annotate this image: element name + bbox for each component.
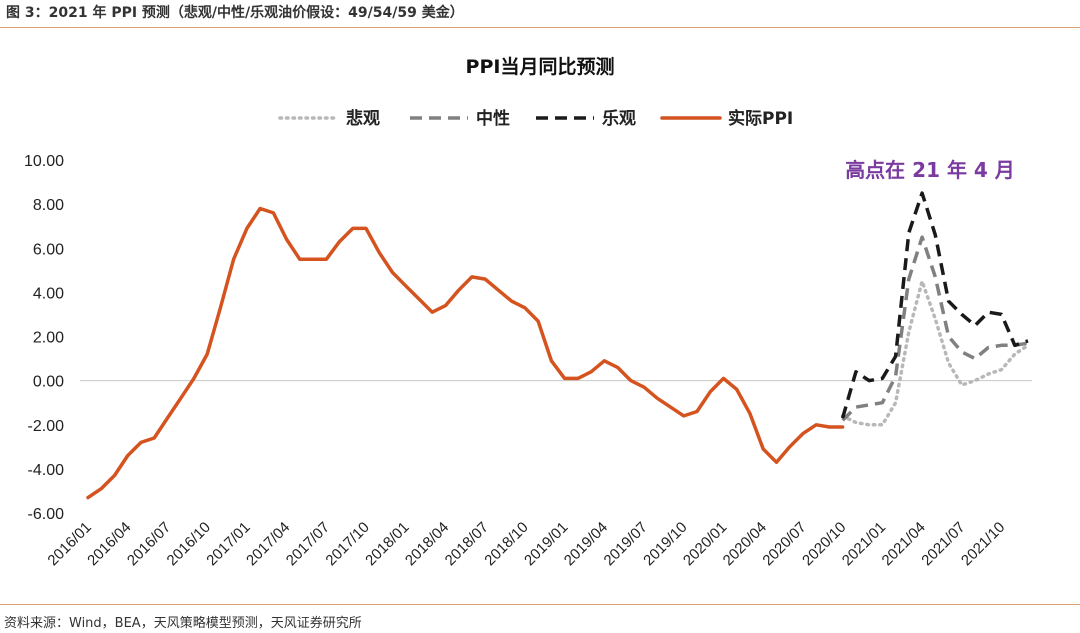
y-tick-label: 4.00	[33, 285, 64, 302]
chart-legend: 悲观 中性 乐观 实际PPI	[278, 108, 793, 129]
y-tick-label: 10.00	[24, 153, 64, 170]
y-tick-label: -6.00	[28, 506, 65, 523]
chart-title: PPI当月同比预测	[466, 55, 615, 78]
series-line-2	[840, 191, 1029, 419]
series-line-3	[86, 206, 845, 500]
bottom-rule	[0, 604, 1080, 605]
legend-label: 实际PPI	[728, 108, 793, 129]
series-line-1	[841, 235, 1029, 422]
ppi-line-chart: PPI当月同比预测 悲观 中性 乐观 实际PPI 10.00 8.00 6.00 4.00 2…	[24, 55, 1032, 569]
x-axis-ticks: 2016/012016/042016/072016/102017/012017/…	[44, 519, 1008, 569]
legend-label: 中性	[476, 108, 510, 129]
y-axis-ticks: 10.00 8.00 6.00 4.00 2.00 0.00 -2.00 -4.00 -6.00	[24, 153, 64, 523]
y-tick-label: 2.00	[33, 330, 64, 347]
series-layer	[86, 191, 1030, 500]
legend-label: 悲观	[346, 108, 380, 129]
y-tick-label: -2.00	[28, 418, 65, 435]
source-note: 资料来源：Wind，BEA，天风策略模型预测，天风证券研究所	[4, 616, 362, 631]
top-rule	[0, 27, 1080, 28]
x-tick-label: 2021/10	[958, 519, 1008, 569]
y-tick-label: 6.00	[33, 241, 64, 258]
y-tick-label: 0.00	[33, 374, 64, 391]
y-tick-label: -4.00	[28, 462, 65, 479]
peak-annotation: 高点在 21 年 4 月	[845, 158, 1015, 182]
figure-caption: 图 3：2021 年 PPI 预测（悲观/中性/乐观油价假设：49/54/59 …	[6, 5, 464, 21]
series-line-0	[840, 279, 1030, 427]
legend-label: 乐观	[602, 109, 636, 129]
y-tick-label: 8.00	[33, 197, 64, 214]
